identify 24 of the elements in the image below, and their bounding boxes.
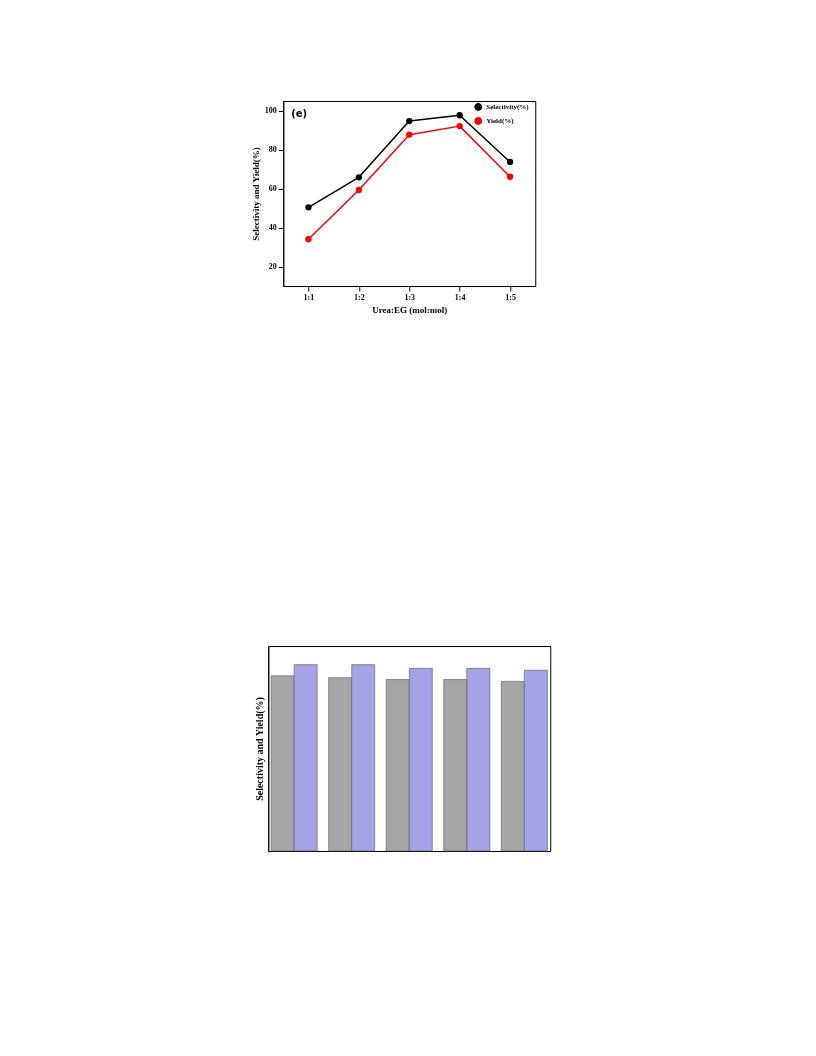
x-tick-label: 1:4: [454, 292, 466, 302]
annotation: (e): [291, 108, 308, 119]
point: [406, 117, 413, 125]
y-tick-label: 20: [268, 262, 277, 272]
x-tick-label: 1:2: [354, 292, 365, 302]
y-tick-label: 40: [268, 223, 277, 233]
x-axis-title: Urea:EG (mol:mol): [372, 304, 448, 315]
point: [355, 174, 363, 181]
point: [506, 158, 514, 166]
point: [456, 112, 463, 119]
x-tick-label: 1:3: [404, 292, 416, 302]
y-axis-title: Selectivity and Yield(%): [253, 697, 266, 801]
point: [355, 186, 363, 194]
point: [406, 131, 413, 138]
x-tick-label: 1:5: [505, 292, 516, 302]
y-tick-label: 80: [268, 145, 277, 155]
point: [456, 122, 463, 130]
point: [506, 173, 514, 180]
y-tick-label: 100: [264, 106, 277, 116]
point: [305, 204, 312, 211]
y-tick-label: 60: [268, 184, 277, 194]
point: [305, 236, 312, 243]
y-axis-title: Selectivity and Yield(%): [250, 147, 261, 241]
x-tick-label: 1:1: [303, 292, 315, 302]
